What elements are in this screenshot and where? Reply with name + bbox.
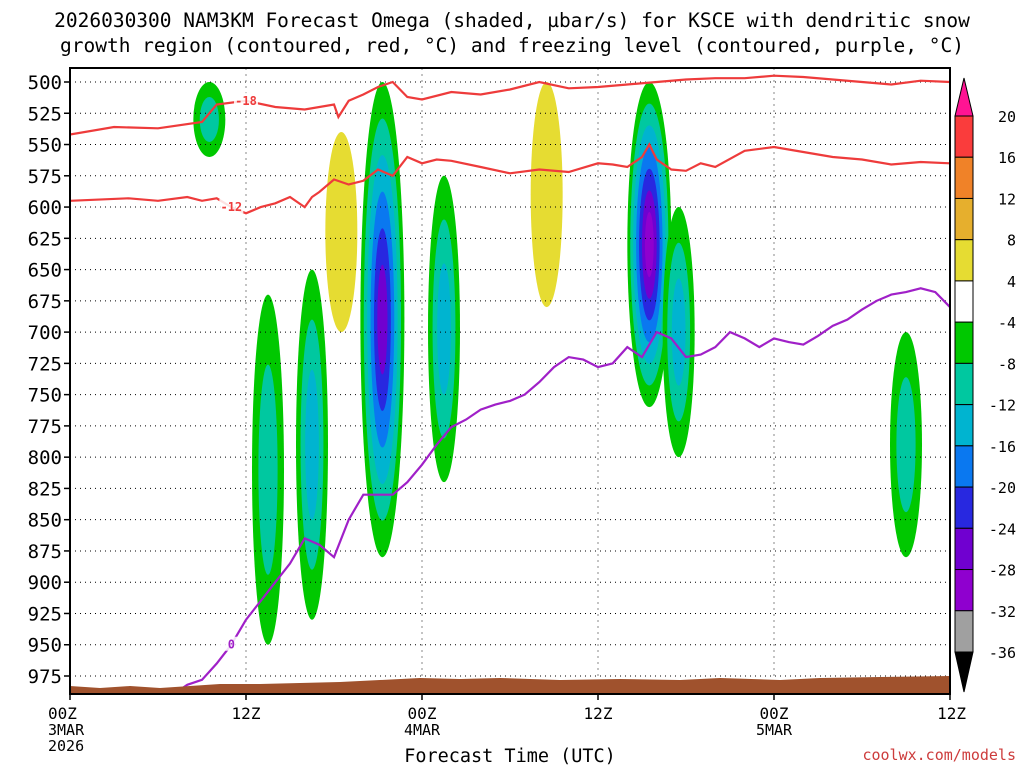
plot-area: -18 -12 0	[70, 68, 950, 694]
x-axis-label: Forecast Time (UTC)	[404, 746, 616, 767]
dgz-minus-12-label-bg	[219, 199, 244, 214]
y-tick-label-725: 725	[28, 353, 62, 375]
y-tick-label-775: 775	[28, 416, 62, 438]
dgz-minus-18-label: -18	[235, 94, 257, 108]
colorbar-label-11: -28	[989, 562, 1016, 580]
x-tick-label-3: 12Z	[584, 704, 613, 723]
x-tick-label-2: 00Z	[408, 704, 437, 723]
y-tick-label-950: 950	[28, 635, 62, 657]
y-tick-label-875: 875	[28, 541, 62, 563]
y-tick-label-500: 500	[28, 72, 62, 94]
colorbar-band-7	[954, 404, 974, 447]
y-tick-label-800: 800	[28, 447, 62, 469]
credit-text: coolwx.com/models	[862, 746, 1016, 764]
y-tick-label-700: 700	[28, 322, 62, 344]
colorbar-label-4: 4	[1007, 273, 1016, 291]
colorbar-label-9: -20	[989, 479, 1016, 497]
colorbar-band-6	[954, 362, 974, 406]
colorbar-band-10	[954, 527, 974, 571]
low-level-rising-band-shade-1	[258, 364, 278, 575]
plot-frame	[69, 67, 951, 695]
dgz-minus-12-label: -12	[220, 200, 242, 214]
sinking-streak-2-shade-0	[530, 81, 563, 308]
colorbar-label-1: 16	[998, 149, 1016, 167]
colorbar-band-5	[954, 321, 974, 364]
lift-area-4-shade-2	[437, 263, 451, 395]
dgz-minus-18-line	[70, 74, 950, 136]
y-tick-label-525: 525	[28, 103, 62, 125]
colorbar-label-5: -4	[998, 314, 1016, 332]
colorbar-bottom-arrow	[954, 651, 974, 693]
colorbar-band-0	[954, 115, 974, 158]
colorbar-label-10: -24	[989, 520, 1016, 538]
x-tick-date-2: 4MAR	[404, 721, 441, 739]
y-tick-label-675: 675	[28, 291, 62, 313]
colorbar-band-11	[954, 569, 974, 612]
x-tick-date-0: 3MAR	[48, 721, 85, 739]
y-tick-label-550: 550	[28, 135, 62, 157]
y-tick-label-850: 850	[28, 510, 62, 532]
freezing-level-0-label: 0	[228, 638, 235, 652]
colorbar-label-2: 12	[998, 190, 1016, 208]
y-tick-label-825: 825	[28, 478, 62, 500]
x-tick-date-4: 5MAR	[756, 721, 793, 739]
lift-area-6-shade-2	[671, 278, 686, 386]
y-tick-label-925: 925	[28, 603, 62, 625]
freezing-level-0-line	[171, 287, 950, 694]
y-tick-label-900: 900	[28, 572, 62, 594]
x-tick-label-5: 12Z	[937, 704, 966, 723]
y-tick-label-750: 750	[28, 385, 62, 407]
x-tick-label-1: 12Z	[232, 704, 261, 723]
colorbar-band-1	[954, 156, 974, 199]
y-tick-label-625: 625	[28, 228, 62, 250]
y-tick-label-575: 575	[28, 166, 62, 188]
x-tick-label-4: 00Z	[760, 704, 789, 723]
dgz-minus-18-label-bg	[234, 92, 258, 107]
colorbar-band-9	[954, 486, 974, 529]
colorbar-label-7: -12	[989, 397, 1016, 415]
sinking-streak-3-shade-0	[824, 81, 856, 308]
colorbar-band-2	[954, 197, 974, 241]
plot-background	[70, 68, 950, 694]
colorbar-band-8	[954, 445, 974, 488]
y-tick-label-650: 650	[28, 260, 62, 282]
lift-streak-7-shade-1	[896, 377, 916, 513]
terrain-surface	[70, 676, 950, 694]
chart-title-line2: growth region (contoured, red, °C) and f…	[60, 34, 964, 57]
y-axis: 500 525 550 575 600 625 650 675 700 725 750 775 800 8…	[28, 72, 70, 688]
colorbar-label-13: -36	[989, 644, 1016, 662]
y-tick-label-600: 600	[28, 197, 62, 219]
strong-lift-core-3-shade-5	[377, 264, 388, 375]
omega-shading	[193, 81, 922, 645]
colorbar-band-4	[954, 280, 974, 323]
colorbar-band-12	[954, 610, 974, 653]
y-tick-label-975: 975	[28, 666, 62, 688]
colorbar-label-3: 8	[1007, 232, 1016, 250]
freezing-level-0-label-bg	[219, 636, 244, 651]
chart-title-line1: 2026030300 NAM3KM Forecast Omega (shaded…	[54, 9, 970, 32]
dgz-minus-12-line	[70, 142, 950, 215]
colorbar-top-arrow	[954, 77, 974, 117]
strong-lift-core-5-shade-6	[644, 212, 654, 278]
colorbar-band-3	[954, 239, 974, 282]
colorbar-label-0: 20	[998, 108, 1016, 126]
contour-lines: -18 -12 0	[70, 74, 950, 694]
x-tick-label-0: 00Z	[48, 704, 77, 723]
grid-lines	[70, 68, 950, 694]
colorbar-label-12: -32	[989, 603, 1016, 621]
sinking-band-1-shade-0	[325, 132, 358, 333]
colorbar: 20 16 12 8 4 -4 -8 -12 -16 -20 -24 -28 -32 -36	[954, 77, 1016, 693]
lift-core-2-shade-2	[305, 369, 319, 520]
colorbar-label-6: -8	[998, 355, 1016, 373]
colorbar-label-8: -16	[989, 438, 1016, 456]
x-tick-year-0: 2026	[48, 737, 84, 755]
